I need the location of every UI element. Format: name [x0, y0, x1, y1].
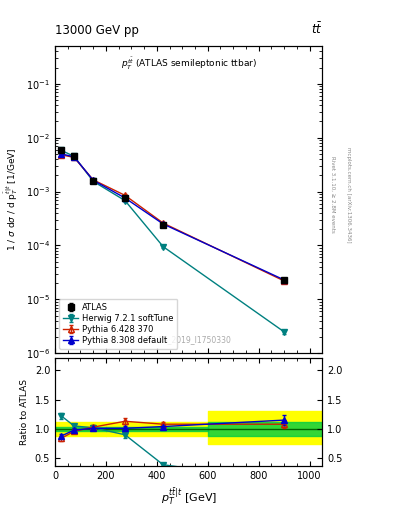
- Text: $t\bar{t}$: $t\bar{t}$: [311, 22, 322, 37]
- Text: ATLAS_2019_I1750330: ATLAS_2019_I1750330: [145, 335, 232, 344]
- Text: 13000 GeV pp: 13000 GeV pp: [55, 24, 139, 37]
- Y-axis label: 1 / $\sigma$ d$\sigma$ / d p$_T^{\bar{t}|t}$ [1/GeV]: 1 / $\sigma$ d$\sigma$ / d p$_T^{\bar{t}…: [3, 148, 20, 251]
- Legend: ATLAS, Herwig 7.2.1 softTune, Pythia 6.428 370, Pythia 8.308 default: ATLAS, Herwig 7.2.1 softTune, Pythia 6.4…: [59, 298, 177, 349]
- Text: Rivet 3.1.10, ≥ 2.8M events: Rivet 3.1.10, ≥ 2.8M events: [330, 156, 335, 233]
- Y-axis label: Ratio to ATLAS: Ratio to ATLAS: [20, 379, 29, 445]
- X-axis label: $p_T^{t\bar{t}|t}$ [GeV]: $p_T^{t\bar{t}|t}$ [GeV]: [161, 486, 217, 507]
- Text: mcplots.cern.ch [arXiv:1306.3436]: mcplots.cern.ch [arXiv:1306.3436]: [346, 147, 351, 242]
- Text: $p_T^{t\bar{t}}$ (ATLAS semileptonic ttbar): $p_T^{t\bar{t}}$ (ATLAS semileptonic ttb…: [121, 55, 257, 72]
